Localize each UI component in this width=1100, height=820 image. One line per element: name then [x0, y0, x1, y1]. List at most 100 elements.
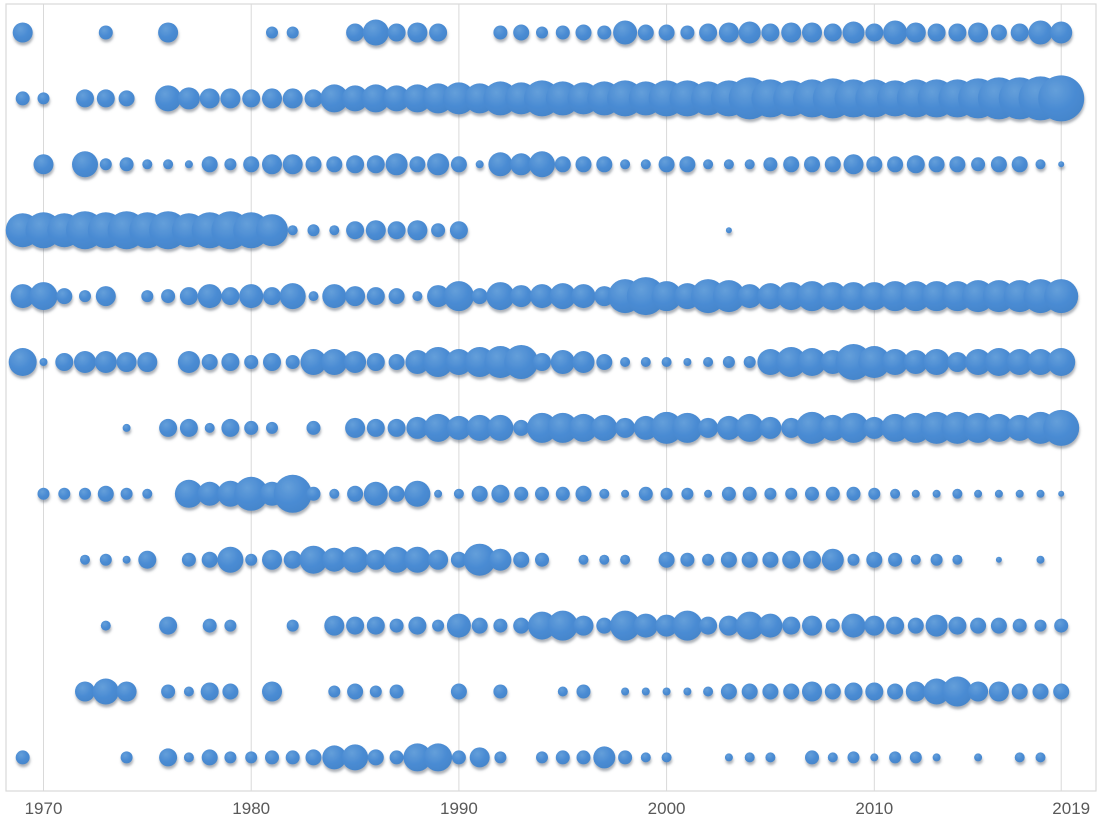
bubble — [29, 282, 58, 311]
bubble — [221, 287, 240, 306]
bubble — [345, 286, 366, 307]
bubble — [911, 489, 920, 498]
bubble — [910, 554, 921, 565]
bubble — [486, 282, 515, 311]
bubble — [866, 156, 883, 173]
bubble — [266, 26, 278, 39]
bubble — [174, 479, 203, 508]
bubble — [1043, 409, 1080, 446]
bubble — [141, 290, 154, 303]
bubble — [890, 488, 901, 499]
bubble — [466, 414, 493, 441]
bubble — [389, 684, 404, 699]
bubble — [56, 288, 73, 305]
bubble — [513, 617, 530, 634]
bubble — [785, 487, 798, 500]
bubble — [720, 683, 737, 700]
bubble — [737, 284, 762, 309]
bubble — [757, 349, 784, 375]
bubble — [887, 683, 904, 700]
bubble — [777, 282, 806, 311]
bubble — [427, 285, 450, 308]
bubble — [116, 681, 137, 702]
bubble — [388, 288, 405, 305]
bubble — [984, 348, 1013, 376]
bubble — [796, 411, 828, 444]
bubble — [536, 751, 548, 764]
bubble — [344, 351, 367, 373]
plot-border — [5, 3, 1097, 792]
bubble-row-8 — [37, 474, 1065, 513]
bubble — [262, 681, 282, 702]
bubble — [366, 287, 385, 306]
bubble — [1012, 618, 1027, 633]
bubble — [735, 413, 764, 442]
bubble — [504, 345, 539, 379]
bubble — [161, 289, 176, 304]
bubble — [555, 750, 570, 765]
bubble — [1058, 490, 1065, 497]
bubble — [680, 552, 695, 567]
bubble — [759, 416, 782, 439]
bubble — [741, 551, 758, 568]
bubble — [932, 489, 941, 498]
bubble — [463, 543, 496, 576]
bubble — [683, 687, 692, 696]
bubble — [306, 420, 321, 435]
bubble — [827, 752, 838, 763]
bubble — [363, 481, 388, 506]
bubble — [120, 487, 133, 500]
bubble — [865, 682, 884, 701]
bubble — [204, 422, 215, 433]
bubble — [679, 156, 696, 173]
bubble — [1015, 489, 1024, 498]
bubble — [119, 157, 134, 172]
bubble — [819, 414, 846, 441]
bubble — [33, 154, 54, 175]
bubble — [177, 351, 200, 373]
bubble — [405, 350, 430, 374]
bubble — [782, 550, 801, 569]
bubble — [805, 486, 819, 501]
bubble — [928, 156, 945, 173]
bubble — [513, 419, 530, 436]
bubble — [513, 551, 530, 568]
bubble — [887, 156, 904, 173]
bubble — [412, 291, 423, 302]
bubble — [930, 553, 943, 566]
bubble — [724, 753, 733, 762]
bubble — [367, 749, 384, 766]
bubble — [345, 417, 366, 438]
bubble — [224, 751, 237, 764]
bubble — [528, 611, 556, 640]
bubble — [1032, 683, 1049, 700]
bubble — [640, 357, 651, 367]
bubble — [406, 416, 429, 439]
bubble — [1006, 349, 1033, 375]
bubble — [142, 159, 153, 170]
bubble — [889, 751, 902, 764]
bubble — [741, 683, 758, 700]
bubble — [1027, 349, 1054, 375]
bubble — [599, 488, 610, 499]
bubble — [640, 159, 651, 170]
bubble — [403, 743, 432, 772]
bubble — [434, 489, 443, 498]
bubble — [535, 552, 549, 567]
bubble — [8, 348, 37, 376]
bubble — [471, 617, 488, 634]
bubble — [620, 159, 631, 170]
bubble — [72, 151, 98, 178]
x-tick-label: 1970 — [25, 799, 63, 818]
bubble — [596, 156, 613, 173]
x-tick-label: 1990 — [440, 799, 478, 818]
bubble — [573, 615, 594, 636]
bubble — [718, 615, 739, 636]
bubble — [905, 681, 926, 702]
bubble — [493, 618, 508, 633]
bubble — [681, 487, 694, 500]
bubble — [37, 487, 50, 500]
bubble-row-9 — [80, 543, 1045, 576]
bubble-row-1 — [12, 19, 1073, 46]
